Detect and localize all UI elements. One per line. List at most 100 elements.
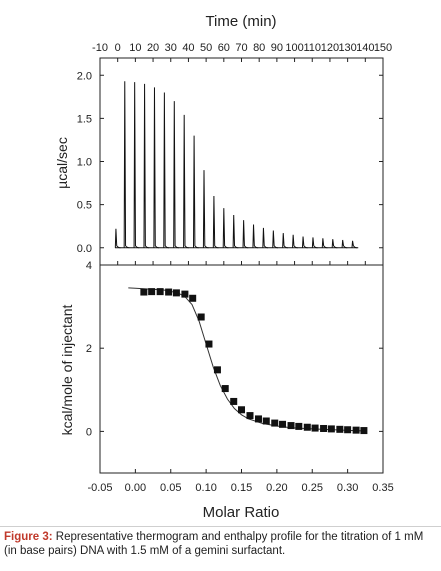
enthalpy-data-point xyxy=(303,423,311,431)
enthalpy-data-point xyxy=(221,385,229,393)
enthalpy-x-tick-label: 0.20 xyxy=(266,482,287,494)
thermogram-peak xyxy=(212,195,219,249)
thermogram-x-tick-label: 100 xyxy=(285,42,303,54)
enthalpy-data-point xyxy=(287,422,295,430)
enthalpy-y-axis-label: kcal/mole of injectant xyxy=(59,305,75,436)
thermogram-peak xyxy=(183,114,189,249)
thermogram-peak xyxy=(114,228,121,249)
enthalpy-data-point xyxy=(238,406,245,414)
thermogram-x-tick-label: 80 xyxy=(253,42,265,54)
thermogram-peak xyxy=(153,87,160,249)
enthalpy-panel: Molar Ratio kcal/mole of injectant -0.05… xyxy=(59,260,394,521)
enthalpy-x-axis-label: Molar Ratio xyxy=(203,504,280,521)
enthalpy-frame xyxy=(99,264,384,474)
thermogram-peak xyxy=(282,233,288,249)
thermogram-x-tick-label: 20 xyxy=(147,42,159,54)
thermogram-x-tick-label: 10 xyxy=(129,42,141,54)
thermogram-peak xyxy=(331,239,338,249)
thermogram-peak xyxy=(202,170,209,249)
thermogram-x-tick-label: 110 xyxy=(303,42,321,54)
enthalpy-data-point xyxy=(336,425,344,433)
enthalpy-data-point xyxy=(295,422,303,430)
enthalpy-data-point xyxy=(165,288,173,296)
thermogram-x-tick-label: 90 xyxy=(271,42,283,54)
enthalpy-data-point xyxy=(148,288,156,296)
enthalpy-data-point xyxy=(320,424,328,432)
thermogram-y-tick-label: 0.0 xyxy=(77,243,92,255)
enthalpy-data-point xyxy=(279,420,287,428)
enthalpy-data-point xyxy=(311,424,319,432)
enthalpy-data-point xyxy=(140,288,148,296)
thermogram-peak xyxy=(123,81,130,249)
enthalpy-data-point xyxy=(156,288,164,296)
enthalpy-x-tick-label: 0.30 xyxy=(337,482,358,494)
thermogram-x-tick-label: 50 xyxy=(200,42,212,54)
thermogram-peak xyxy=(292,234,298,249)
thermogram-peak xyxy=(351,240,358,249)
enthalpy-data-point xyxy=(246,412,254,420)
thermogram-peak xyxy=(301,236,308,249)
enthalpy-data-point xyxy=(197,313,205,321)
enthalpy-x-tick-label: 0.35 xyxy=(372,482,393,494)
thermogram-peak xyxy=(341,239,348,249)
thermogram-frame xyxy=(99,57,384,266)
enthalpy-y-tick-label: 4 xyxy=(86,260,92,272)
enthalpy-data-point xyxy=(205,340,213,348)
thermogram-peak xyxy=(192,135,199,249)
thermogram-x-tick-label: 30 xyxy=(165,42,177,54)
thermogram-y-tick-label: 1.5 xyxy=(77,113,92,125)
enthalpy-data-point xyxy=(327,425,335,433)
enthalpy-y-tick-label: 2 xyxy=(86,343,92,355)
caption-rule xyxy=(0,526,441,527)
enthalpy-data-point xyxy=(172,289,180,297)
enthalpy-x-tick-label: 0.25 xyxy=(302,482,323,494)
figure-caption: Figure 3: Representative thermogram and … xyxy=(4,530,438,558)
enthalpy-data-point xyxy=(352,426,360,434)
enthalpy-x-tick-label: 0.10 xyxy=(195,482,216,494)
thermogram-peak xyxy=(321,238,328,249)
enthalpy-x-tick-label: 0.05 xyxy=(160,482,181,494)
thermogram-peak xyxy=(133,82,140,249)
enthalpy-x-tick-label: -0.05 xyxy=(87,482,112,494)
thermogram-peak xyxy=(173,101,179,249)
thermogram-x-tick-label: 140 xyxy=(356,42,374,54)
enthalpy-data-point xyxy=(262,417,270,425)
thermogram-x-tick-label: 150 xyxy=(374,42,392,54)
enthalpy-y-tick-label: 0 xyxy=(86,426,92,438)
enthalpy-x-tick-label: 0.15 xyxy=(231,482,252,494)
thermogram-y-tick-label: 2.0 xyxy=(77,70,92,82)
enthalpy-data-point xyxy=(230,397,238,405)
thermogram-peak xyxy=(311,237,318,249)
thermogram-y-tick-label: 0.5 xyxy=(77,200,92,212)
thermogram-x-tick-label: 0 xyxy=(115,42,121,54)
thermogram-x-tick-label: -10 xyxy=(92,42,108,54)
enthalpy-data-point xyxy=(271,419,279,427)
thermogram-top-axis-label: Time (min) xyxy=(205,13,276,30)
enthalpy-data-point xyxy=(213,366,221,374)
thermogram-peak xyxy=(222,208,229,249)
enthalpy-x-tick-label: 0.00 xyxy=(125,482,146,494)
thermogram-peak xyxy=(272,230,278,249)
thermogram-x-tick-label: 60 xyxy=(218,42,230,54)
enthalpy-data-point xyxy=(254,415,262,423)
thermogram-peak xyxy=(262,227,269,249)
enthalpy-data-point xyxy=(181,290,189,298)
thermogram-x-tick-label: 70 xyxy=(235,42,247,54)
thermogram-peak xyxy=(252,224,259,249)
thermogram-peak xyxy=(232,214,239,249)
thermogram-peak xyxy=(242,220,249,249)
caption-label: Figure 3: xyxy=(4,531,53,543)
thermogram-x-tick-label: 120 xyxy=(321,42,339,54)
figure-canvas: Time (min) µcal/sec -10 0 10 20 30 40 50 60 70 80… xyxy=(54,13,394,521)
thermogram-peak xyxy=(143,83,150,249)
caption-text: Representative thermogram and enthalpy p… xyxy=(4,531,424,557)
thermogram-x-tick-label: 130 xyxy=(338,42,356,54)
thermogram-y-axis-label: µcal/sec xyxy=(54,137,70,189)
enthalpy-data-point xyxy=(189,294,197,302)
thermogram-x-tick-label: 40 xyxy=(182,42,194,54)
enthalpy-data-point xyxy=(360,427,368,435)
enthalpy-data-point xyxy=(344,426,352,434)
thermogram-panel: Time (min) µcal/sec -10 0 10 20 30 40 50 60 70 80… xyxy=(54,13,392,266)
fit-curve xyxy=(128,287,366,432)
thermogram-peak xyxy=(163,92,170,249)
